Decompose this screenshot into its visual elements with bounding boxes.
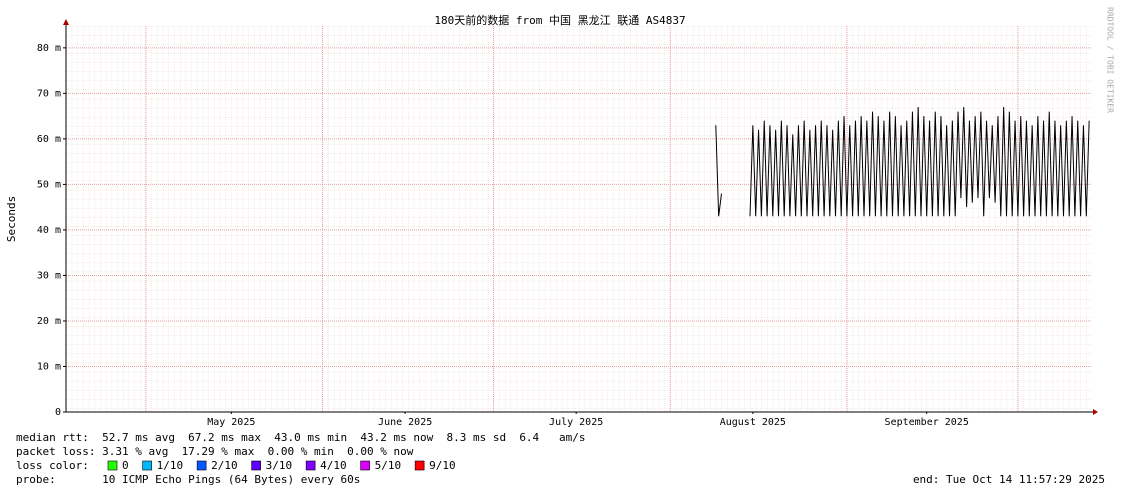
- y-tick-label: 40 m: [37, 225, 61, 236]
- stats-line: median rtt: 52.7 ms avg 67.2 ms max 43.0…: [16, 431, 586, 444]
- y-tick-label: 10 m: [37, 361, 61, 372]
- loss-swatch: [107, 460, 118, 471]
- y-tick-label: 20 m: [37, 316, 61, 327]
- grid: [63, 26, 1092, 414]
- loss-label: 4/10: [320, 459, 347, 472]
- stats-line: packet loss: 3.31 % avg 17.29 % max 0.00…: [16, 445, 414, 458]
- plot: [715, 107, 1090, 217]
- x-tick-label: August 2025: [720, 417, 786, 428]
- minor-grid: [66, 26, 1092, 412]
- end-time: end: Tue Oct 14 11:57:29 2025: [913, 473, 1105, 486]
- y-axis-label: Seconds: [5, 196, 18, 242]
- y-tick-label: 70 m: [37, 88, 61, 99]
- loss-label: 0: [122, 459, 129, 472]
- loss-swatch: [305, 460, 316, 471]
- series-line: [715, 107, 1090, 217]
- y-tick-label: 0: [55, 407, 61, 418]
- loss-label: 3/10: [266, 459, 293, 472]
- y-tick-label: 50 m: [37, 179, 61, 190]
- y-tick-label: 60 m: [37, 134, 61, 145]
- legend: median rtt: 52.7 ms avg 67.2 ms max 43.0…: [16, 431, 1105, 486]
- loss-label: 9/10: [429, 459, 456, 472]
- loss-swatch: [414, 460, 425, 471]
- x-tick-label: June 2025: [378, 417, 432, 428]
- x-tick-label: September 2025: [885, 417, 969, 428]
- x-arrow: [1093, 409, 1098, 415]
- loss-swatch: [196, 460, 207, 471]
- probe: probe: 10 ICMP Echo Pings (64 Bytes) eve…: [16, 473, 360, 486]
- y-tick-label: 80 m: [37, 43, 61, 54]
- loss-title: loss color:: [16, 459, 89, 472]
- loss-swatch: [251, 460, 261, 471]
- loss-swatch: [142, 460, 152, 471]
- y-tick-label: 30 m: [37, 270, 61, 281]
- chart-title: 180天前的数据 from 中国 黑龙江 联通 AS4837: [434, 13, 685, 27]
- watermark: RRDTOOL / TOBI OETIKER: [1106, 7, 1115, 113]
- x-tick-label: July 2025: [549, 417, 603, 428]
- x-tick-label: May 2025: [207, 417, 255, 428]
- loss-label: 1/10: [157, 459, 184, 472]
- loss-label: 2/10: [211, 459, 238, 472]
- y-arrow: [63, 19, 69, 25]
- loss-label: 5/10: [375, 459, 402, 472]
- loss-swatch: [360, 460, 370, 471]
